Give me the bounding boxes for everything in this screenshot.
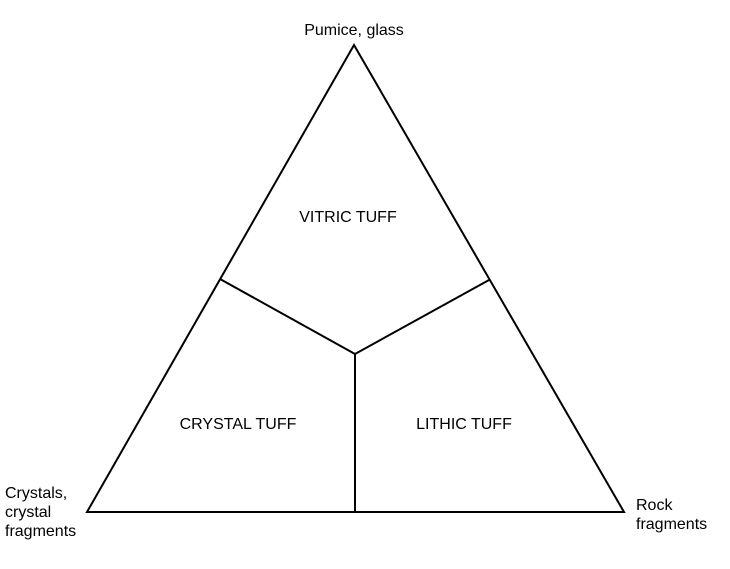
field-label-vitric-tuff: VITRIC TUFF xyxy=(299,209,397,226)
vertex-label-top: Pumice, glass xyxy=(304,22,404,39)
field-label-lithic-tuff: LITHIC TUFF xyxy=(416,416,512,433)
field-label-crystal-tuff: CRYSTAL TUFF xyxy=(180,416,297,433)
vertex-label-right-line-2: fragments xyxy=(636,516,707,533)
boundary-vitric-lithic xyxy=(354,279,490,355)
vertex-label-right-line-1: Rock xyxy=(636,497,673,514)
vertex-label-left-line-2: crystal xyxy=(5,504,51,521)
vertex-label-left-line-1: Crystals, xyxy=(5,485,67,502)
vertex-label-left-line-3: fragments xyxy=(5,523,76,540)
boundary-vitric-crystal xyxy=(219,278,356,355)
